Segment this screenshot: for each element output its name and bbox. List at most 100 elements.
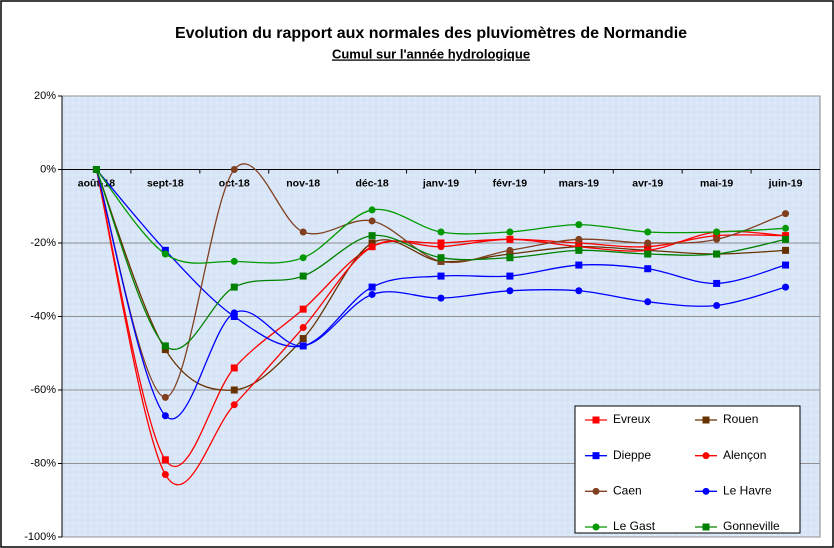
series-line xyxy=(95,169,786,348)
y-tick-label: -40% xyxy=(30,310,56,322)
marker xyxy=(575,235,583,243)
marker xyxy=(644,298,652,306)
marker xyxy=(437,272,445,280)
marker xyxy=(437,239,445,247)
y-tick-label: -80% xyxy=(30,457,56,469)
marker xyxy=(506,272,514,280)
chart-subtitle: Cumul sur l'année hydrologique xyxy=(332,46,530,61)
marker xyxy=(161,456,169,464)
legend-label: Evreux xyxy=(613,412,650,426)
marker xyxy=(713,301,721,309)
marker xyxy=(368,217,376,225)
x-tick-label: janv-19 xyxy=(422,177,459,189)
marker xyxy=(575,287,583,295)
y-tick-label: 0% xyxy=(40,163,56,175)
series-line xyxy=(95,169,786,391)
marker xyxy=(230,309,238,317)
marker xyxy=(299,228,307,236)
y-tick-label: -20% xyxy=(30,237,56,249)
marker xyxy=(644,243,652,251)
marker xyxy=(161,346,169,354)
marker xyxy=(506,235,514,243)
marker xyxy=(506,254,514,262)
legend-label: Dieppe xyxy=(613,448,651,462)
legend-label: Le Havre xyxy=(723,484,772,498)
x-tick-label: févr-19 xyxy=(493,177,528,189)
marker xyxy=(713,228,721,236)
marker xyxy=(161,393,169,401)
y-tick-label: -60% xyxy=(30,384,56,396)
marker xyxy=(368,232,376,240)
marker xyxy=(161,412,169,420)
legend-label: Rouen xyxy=(723,412,758,426)
marker xyxy=(644,228,652,236)
marker xyxy=(368,290,376,298)
marker xyxy=(644,239,652,247)
marker xyxy=(368,206,376,214)
marker xyxy=(437,243,445,251)
marker xyxy=(437,254,445,262)
x-tick-label: juin-19 xyxy=(768,177,803,189)
marker xyxy=(702,523,710,531)
x-tick-label: oct-18 xyxy=(219,177,250,189)
marker xyxy=(592,487,600,495)
marker xyxy=(506,287,514,295)
legend-label: Le Gast xyxy=(613,519,656,533)
marker xyxy=(368,283,376,291)
marker xyxy=(782,210,790,218)
marker xyxy=(782,283,790,291)
marker xyxy=(299,272,307,280)
legend-box xyxy=(574,405,801,534)
marker xyxy=(592,416,600,424)
marker xyxy=(782,261,790,269)
x-tick-label: mai-19 xyxy=(700,177,733,189)
y-tick-label: -100% xyxy=(24,531,56,543)
marker xyxy=(782,235,790,243)
marker xyxy=(161,250,169,258)
marker xyxy=(506,228,514,236)
marker xyxy=(368,243,376,251)
marker xyxy=(161,246,169,254)
marker xyxy=(702,452,710,460)
marker xyxy=(437,294,445,302)
marker xyxy=(702,416,710,424)
x-tick-label: avr-19 xyxy=(632,177,663,189)
marker xyxy=(299,342,307,350)
marker xyxy=(713,232,721,240)
series-line xyxy=(95,169,786,264)
marker xyxy=(702,487,710,495)
marker xyxy=(644,250,652,258)
series-line xyxy=(95,169,786,350)
legend-label: Gonneville xyxy=(723,519,780,533)
x-tick-label: mars-19 xyxy=(559,177,599,189)
marker xyxy=(230,386,238,394)
x-tick-label: sept-18 xyxy=(147,177,184,189)
marker xyxy=(782,224,790,232)
marker xyxy=(575,261,583,269)
marker xyxy=(161,471,169,479)
marker xyxy=(713,235,721,243)
marker xyxy=(644,265,652,273)
marker xyxy=(230,313,238,320)
marker xyxy=(592,452,600,460)
marker xyxy=(299,254,307,262)
marker xyxy=(782,246,790,254)
legend: Evreux Rouen Dieppe Alençon Caen Le Havre Le G… xyxy=(574,405,801,534)
legend-label: Alençon xyxy=(723,448,766,462)
marker xyxy=(592,523,600,531)
marker xyxy=(92,166,100,173)
marker xyxy=(575,239,583,247)
marker xyxy=(713,250,721,258)
chart-title: Evolution du rapport aux normales des pl… xyxy=(175,25,687,42)
marker xyxy=(230,401,238,409)
marker xyxy=(506,250,514,258)
marker xyxy=(713,279,721,287)
marker xyxy=(230,364,238,372)
marker xyxy=(230,283,238,291)
marker xyxy=(506,246,514,254)
legend-label: Caen xyxy=(613,484,642,498)
marker xyxy=(368,239,376,247)
marker xyxy=(575,221,583,229)
marker xyxy=(230,257,238,265)
